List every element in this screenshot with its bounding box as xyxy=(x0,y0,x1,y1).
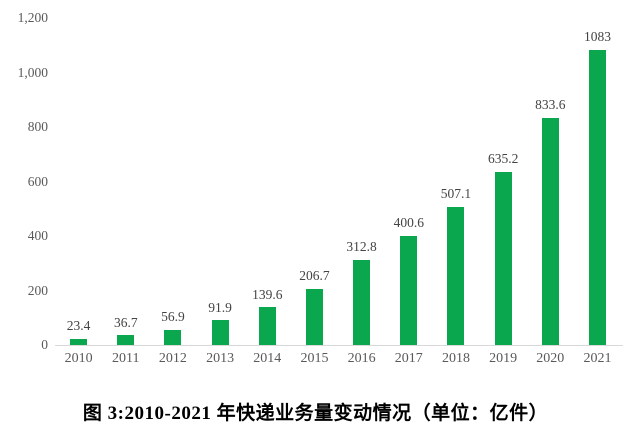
x-tick-label: 2018 xyxy=(441,351,470,366)
bar-value-label: 91.9 xyxy=(208,299,232,315)
bar xyxy=(494,171,512,345)
y-axis: 0 200 400 600 800 1,000 1,200 xyxy=(0,0,50,380)
x-tick-label: 2020 xyxy=(536,351,565,366)
express-volume-bar-chart: 0 200 400 600 800 1,000 1,200 23.4 36.7 56.9 91.9… xyxy=(0,0,623,380)
bar xyxy=(70,338,88,345)
bar-value-label: 400.6 xyxy=(393,215,424,231)
bar-value-label: 312.8 xyxy=(346,239,377,255)
x-axis: 2010 2011 2012 2013 2014 2015 2016 2017 2018 2019… xyxy=(55,351,621,367)
bar xyxy=(541,117,559,345)
bar xyxy=(305,288,323,345)
bar-column: 206.7 xyxy=(291,18,338,345)
bar-column: 23.4 xyxy=(55,18,102,345)
bar-value-label: 1083 xyxy=(583,29,611,45)
bar-column: 91.9 xyxy=(197,18,244,345)
bar xyxy=(164,329,182,345)
y-tick-label: 800 xyxy=(27,119,48,134)
bar-column: 635.2 xyxy=(480,18,527,345)
bar xyxy=(258,307,276,345)
bar-value-label: 139.6 xyxy=(252,286,283,302)
bar xyxy=(588,49,606,345)
y-tick-label: 200 xyxy=(27,282,48,298)
bar xyxy=(447,206,465,345)
bar xyxy=(117,335,135,345)
y-tick-label: 0 xyxy=(41,337,48,352)
bar xyxy=(211,320,229,345)
y-tick-label: 600 xyxy=(27,173,48,189)
bar-value-label: 206.7 xyxy=(299,268,330,284)
bar-value-label: 23.4 xyxy=(66,318,91,334)
chart-caption: 图 3:2010-2021 年快递业务量变动情况（单位：亿件） xyxy=(82,403,549,424)
y-tick-label: 1,200 xyxy=(17,10,48,25)
bar-value-label: 56.9 xyxy=(161,309,185,324)
x-tick-label: 2011 xyxy=(112,351,140,366)
x-tick-label: 2015 xyxy=(300,351,329,366)
bar-column: 400.6 xyxy=(385,18,432,345)
bar xyxy=(353,259,371,345)
bar-column: 56.9 xyxy=(149,18,196,345)
x-tick-label: 2021 xyxy=(583,351,612,366)
plot-area: 23.4 36.7 56.9 91.9 139.6 206.7 312.8 400.6 507.… xyxy=(55,18,621,345)
bar-value-label: 833.6 xyxy=(535,97,566,113)
bar-column: 1083 xyxy=(574,18,621,345)
y-tick-label: 1,000 xyxy=(17,64,48,80)
x-axis-line xyxy=(55,345,623,346)
x-tick-label: 2016 xyxy=(347,351,376,366)
x-tick-label: 2013 xyxy=(206,351,235,366)
x-tick-label: 2017 xyxy=(394,351,423,366)
bar-column: 507.1 xyxy=(432,18,479,345)
bar-column: 36.7 xyxy=(102,18,149,345)
bar-value-label: 635.2 xyxy=(487,151,519,167)
bar-column: 833.6 xyxy=(527,18,574,345)
bar-value-label: 507.1 xyxy=(440,186,472,202)
x-tick-label: 2012 xyxy=(158,351,187,366)
bar xyxy=(400,235,418,345)
x-tick-label: 2019 xyxy=(489,351,518,366)
y-tick-label: 400 xyxy=(27,228,48,243)
bar-column: 312.8 xyxy=(338,18,385,345)
bar-value-label: 36.7 xyxy=(113,314,138,330)
x-tick-label: 2010 xyxy=(64,351,93,366)
x-tick-label: 2014 xyxy=(253,351,282,366)
bar-column: 139.6 xyxy=(244,18,291,345)
